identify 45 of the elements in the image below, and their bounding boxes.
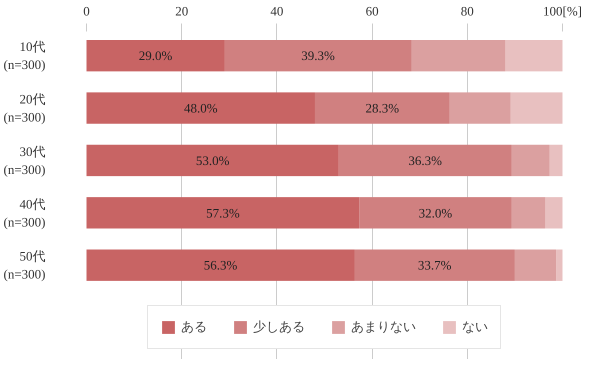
- y-tick-label: 50代 (n=300): [4, 248, 46, 282]
- y-tick-label: 40代 (n=300): [4, 196, 46, 230]
- data-label: 28.3%: [366, 100, 400, 116]
- data-label: 32.0%: [418, 205, 452, 220]
- data-label: 29.0%: [138, 48, 172, 64]
- data-label: 48.0%: [184, 100, 218, 116]
- bar: [556, 250, 562, 281]
- bar: [354, 250, 515, 281]
- y-tick-label: 20代 (n=300): [4, 92, 46, 125]
- bar: [512, 197, 546, 229]
- bar: [510, 92, 562, 124]
- legend-label: 少しある: [253, 318, 305, 336]
- bar: [550, 144, 562, 176]
- bar: [314, 92, 450, 124]
- x-tick-label: 80: [460, 4, 474, 18]
- bar: [224, 40, 412, 72]
- data-label: 57.3%: [206, 205, 240, 220]
- legend-label: あまりない: [351, 318, 416, 336]
- data-label: 33.7%: [418, 258, 452, 273]
- bar: [514, 250, 556, 281]
- y-tick-label: 10代 (n=300): [4, 39, 46, 72]
- bar: [450, 92, 511, 124]
- data-label: 56.3%: [204, 258, 238, 273]
- bar: [338, 144, 512, 176]
- legend-label: ある: [181, 318, 207, 336]
- x-tick-label: 0: [83, 4, 90, 18]
- data-label: 36.3%: [408, 152, 442, 168]
- bar: [86, 144, 339, 176]
- bar: [412, 40, 506, 72]
- bar: [505, 40, 562, 72]
- bar: [512, 144, 550, 176]
- bar: [359, 197, 512, 229]
- x-tick-label: 40: [270, 4, 284, 18]
- bar: [86, 92, 315, 124]
- bar: [86, 197, 360, 229]
- bar: [545, 197, 562, 229]
- x-tick-label: 20: [175, 4, 188, 18]
- x-tick-label: 100[%]: [543, 4, 582, 18]
- legend-label: ない: [462, 318, 488, 336]
- bar: [86, 250, 354, 281]
- bar: [86, 40, 225, 72]
- x-tick-label: 60: [366, 4, 379, 18]
- data-label: 39.3%: [301, 48, 336, 64]
- y-tick-label: 30代 (n=300): [4, 144, 46, 177]
- data-label: 53.0%: [196, 152, 230, 168]
